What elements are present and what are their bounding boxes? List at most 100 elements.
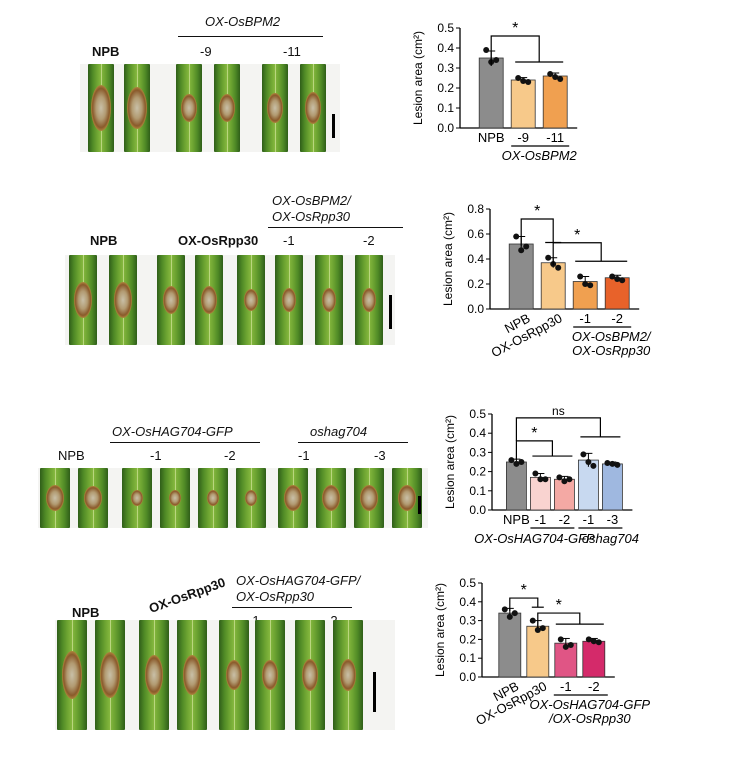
y-tick-label: 0.5 (469, 407, 486, 421)
x-tick-label: -3 (607, 512, 619, 527)
significance-mark: * (556, 597, 562, 614)
y-tick-label: 0.6 (467, 227, 484, 241)
bar-chart-c: 0.0 0.1 0.2 0.3 0.4 0.5 Lesion area (cm²) NPB -1… (443, 404, 639, 546)
x-tick-label: -9 (517, 130, 529, 145)
ox-bracket-label: OX-OsHAG704-GFP (112, 424, 233, 439)
leaf (316, 468, 346, 528)
panel-b: NPB OX-OsRpp30 OX-OsBPM2/ OX-OsRpp30 -1 … (0, 185, 736, 370)
data-point (547, 71, 554, 77)
significance-bracket (515, 440, 554, 461)
leaf (275, 255, 303, 345)
leaf (195, 255, 223, 345)
data-point (590, 638, 597, 645)
bar (601, 463, 623, 511)
x-tick-label: -1 (535, 512, 547, 527)
group-label: OX-OsBPM2 (502, 148, 578, 163)
scale-bar (418, 496, 421, 514)
leaf (198, 468, 228, 528)
line-label-2: -11 (283, 44, 301, 59)
npb-label: NPB (90, 233, 118, 248)
mut-bracket-line (298, 442, 408, 443)
data-point (557, 636, 564, 643)
ox-bracket-label-line1: OX-OsBPM2/ (272, 193, 351, 208)
y-tick-label: 0.5 (437, 21, 454, 35)
y-tick-label: 0.4 (467, 252, 484, 266)
ox-bracket-label-line2: OX-OsRpp30 (236, 589, 315, 604)
npb-label: NPB (72, 605, 100, 620)
y-tick-label: 0.5 (459, 576, 476, 590)
ox-rpp30-label: OX-OsRpp30 (178, 233, 259, 248)
data-point (515, 75, 522, 81)
y-axis-label: Lesion area (cm²) (433, 583, 447, 677)
y-axis-label: Lesion area (cm²) (411, 31, 425, 125)
data-point (566, 476, 573, 483)
leaf (392, 468, 422, 528)
bar (510, 79, 536, 129)
y-tick-label: 0.0 (467, 302, 484, 316)
leaf-photo (55, 620, 395, 730)
y-tick-label: 0.2 (459, 632, 476, 646)
leaf (278, 468, 308, 528)
data-point (508, 457, 515, 464)
y-tick-label: 0.3 (437, 61, 454, 75)
ox-bracket-line (110, 442, 260, 443)
group-label: /OX-OsRpp30 (548, 711, 631, 726)
x-tick-label: -1 (579, 311, 591, 326)
y-tick-label: 0.0 (459, 670, 476, 684)
line-label-1: -9 (200, 44, 212, 59)
significance-bracket (520, 218, 554, 247)
significance-bracket (537, 612, 581, 629)
bar (498, 612, 522, 678)
data-point (609, 460, 616, 467)
leaf (176, 64, 202, 152)
mut-line-label-2: -3 (374, 448, 386, 463)
data-point (513, 460, 520, 467)
data-point (542, 476, 549, 483)
bar (478, 57, 504, 129)
bar (582, 640, 606, 678)
scale-bar (389, 295, 392, 329)
mut-line-label-1: -1 (298, 448, 310, 463)
ox-line-label-2: -2 (224, 448, 236, 463)
y-tick-label: 0.3 (459, 614, 476, 628)
leaf-photo (80, 64, 340, 152)
ox-rpp30-label: OX-OsRpp30 (146, 574, 228, 616)
ox-bracket-line (178, 36, 323, 37)
data-point (518, 459, 525, 465)
data-point (567, 642, 574, 649)
data-point (506, 613, 513, 620)
bar (526, 625, 550, 678)
significance-mark: * (512, 20, 518, 37)
data-point (493, 57, 500, 63)
data-point (518, 247, 525, 254)
data-point (523, 243, 530, 250)
y-tick-label: 0.8 (467, 202, 484, 216)
leaf (315, 255, 343, 345)
significance-bracket (515, 417, 601, 441)
group-label: OX-OsHAG704-GFP (529, 697, 650, 712)
group-label: oshag704 (582, 531, 639, 546)
leaf (236, 468, 266, 528)
leaf (109, 255, 137, 345)
group-label: OX-OsRpp30 (572, 343, 651, 358)
bar-chart-a: 0.0 0.1 0.2 0.3 0.4 0.5 Lesion area (cm²) NPB -9… (411, 20, 578, 163)
y-tick-label: 0.2 (437, 81, 454, 95)
x-tick-label: NPB (503, 512, 530, 527)
mut-bracket-label: oshag704 (310, 424, 368, 439)
leaf (160, 468, 190, 528)
data-point (556, 474, 563, 481)
leaf (124, 64, 150, 152)
group-label: OX-OsHAG704-GFP (474, 531, 595, 546)
ox-bracket-label-line2: OX-OsRpp30 (272, 209, 351, 224)
bar (508, 243, 534, 310)
npb-label: NPB (58, 448, 85, 463)
x-tick-label: -2 (588, 679, 600, 694)
data-point (483, 47, 490, 53)
y-tick-label: 0.2 (469, 465, 486, 479)
leaf (88, 64, 114, 152)
bar (540, 262, 566, 310)
leaf (78, 468, 108, 528)
y-tick-label: 0.0 (469, 503, 486, 517)
x-tick-label: -2 (559, 512, 571, 527)
